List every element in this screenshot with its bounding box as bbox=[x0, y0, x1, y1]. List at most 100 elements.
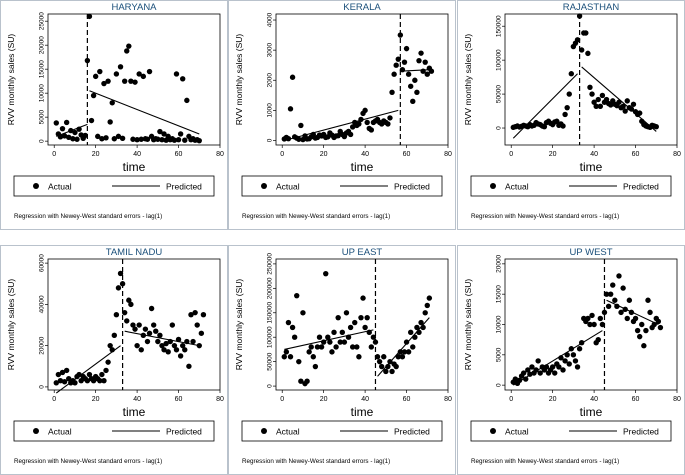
regression-note: Regression with Newey-West standard erro… bbox=[471, 458, 619, 465]
data-point bbox=[412, 334, 418, 340]
legend: Actual Predicted bbox=[470, 175, 672, 197]
data-point bbox=[283, 349, 290, 355]
x-tick-label: 80 bbox=[216, 396, 224, 403]
data-point bbox=[572, 358, 579, 364]
fit-line bbox=[124, 330, 200, 347]
data-point bbox=[537, 370, 543, 376]
data-point bbox=[603, 96, 610, 103]
data-point bbox=[362, 107, 368, 114]
data-point bbox=[121, 78, 128, 84]
data-point bbox=[347, 324, 354, 331]
data-point bbox=[179, 342, 186, 349]
data-point bbox=[200, 312, 207, 318]
data-point bbox=[576, 346, 583, 352]
legend: Actual Predicted bbox=[241, 175, 443, 197]
chart-panel: RAJASTHAN 0 50000 100000 150000 0 20 40 60 80 time… bbox=[457, 0, 685, 230]
legend: Actual Predicted bbox=[13, 175, 215, 197]
data-point bbox=[109, 100, 115, 106]
data-point bbox=[583, 30, 589, 36]
data-point bbox=[111, 136, 118, 142]
y-tick-label: 20000 bbox=[38, 336, 45, 354]
data-point bbox=[403, 45, 410, 52]
data-point bbox=[287, 354, 294, 360]
data-point bbox=[418, 50, 424, 56]
y-tick-label: 0 bbox=[38, 385, 45, 389]
data-point bbox=[593, 103, 599, 110]
data-point bbox=[155, 136, 161, 142]
data-point bbox=[169, 322, 176, 328]
data-point bbox=[61, 133, 68, 139]
legend: Actual Predicted bbox=[13, 420, 215, 442]
data-point bbox=[589, 91, 595, 97]
data-point bbox=[331, 329, 337, 336]
data-point bbox=[374, 354, 381, 360]
data-point bbox=[148, 305, 155, 312]
data-point bbox=[146, 330, 153, 336]
plot-area bbox=[275, 13, 449, 146]
data-point bbox=[645, 297, 651, 303]
data-point bbox=[401, 59, 408, 65]
x-axis-label: time bbox=[580, 405, 603, 419]
data-point bbox=[90, 378, 97, 384]
chart-title: TAMIL NADU bbox=[106, 247, 163, 258]
y-tick-label: 25000 bbox=[38, 12, 45, 30]
y-tick-label: 4000 bbox=[266, 12, 273, 27]
data-point bbox=[389, 89, 395, 95]
data-point bbox=[119, 281, 126, 287]
data-point bbox=[159, 137, 165, 143]
data-point bbox=[171, 137, 178, 143]
data-point bbox=[318, 344, 325, 350]
data-point bbox=[347, 131, 354, 138]
data-point bbox=[630, 101, 637, 107]
x-tick-label: 20 bbox=[549, 396, 557, 403]
data-point bbox=[610, 282, 616, 288]
data-point bbox=[335, 314, 341, 321]
data-point bbox=[597, 103, 604, 110]
data-point bbox=[144, 136, 151, 142]
data-point bbox=[612, 297, 618, 303]
data-point bbox=[53, 380, 59, 386]
x-tick-label: 0 bbox=[509, 396, 513, 403]
data-point bbox=[414, 89, 420, 95]
data-point bbox=[343, 310, 350, 316]
data-point bbox=[426, 295, 433, 301]
y-axis-label: RVV monthly sales (SU) bbox=[234, 34, 244, 126]
data-point bbox=[587, 321, 593, 328]
legend-actual-label: Actual bbox=[48, 427, 72, 437]
y-axis-label: RVV monthly sales (SU) bbox=[6, 34, 16, 126]
data-point bbox=[360, 295, 366, 301]
data-point bbox=[126, 297, 132, 303]
plot-area bbox=[47, 13, 221, 146]
data-point bbox=[157, 128, 163, 135]
data-point bbox=[117, 270, 124, 277]
data-point bbox=[585, 50, 591, 57]
data-point bbox=[556, 364, 562, 370]
data-point bbox=[362, 324, 368, 331]
data-point bbox=[566, 91, 572, 97]
data-point bbox=[298, 122, 304, 129]
data-point bbox=[397, 349, 404, 355]
fit-line bbox=[284, 329, 374, 350]
y-tick-label: 0 bbox=[38, 139, 45, 143]
data-point bbox=[88, 117, 95, 124]
legend-actual-label: Actual bbox=[505, 427, 529, 437]
data-point bbox=[597, 315, 604, 322]
legend: Actual Predicted bbox=[470, 420, 672, 442]
fit-line bbox=[284, 109, 399, 142]
data-point bbox=[105, 78, 111, 84]
data-point bbox=[86, 371, 93, 378]
x-tick-label: 20 bbox=[320, 396, 328, 403]
y-tick-label: 150000 bbox=[495, 15, 502, 37]
data-point bbox=[63, 367, 70, 374]
chart-title: UP WEST bbox=[569, 247, 612, 258]
data-point bbox=[95, 133, 101, 140]
data-point bbox=[291, 334, 298, 340]
data-point bbox=[130, 136, 136, 142]
legend-actual-marker bbox=[261, 183, 267, 189]
data-point bbox=[136, 322, 142, 328]
data-point bbox=[643, 327, 649, 334]
x-tick-label: 80 bbox=[216, 151, 224, 158]
data-point bbox=[341, 339, 348, 345]
data-point bbox=[381, 354, 387, 360]
data-point bbox=[620, 285, 626, 291]
